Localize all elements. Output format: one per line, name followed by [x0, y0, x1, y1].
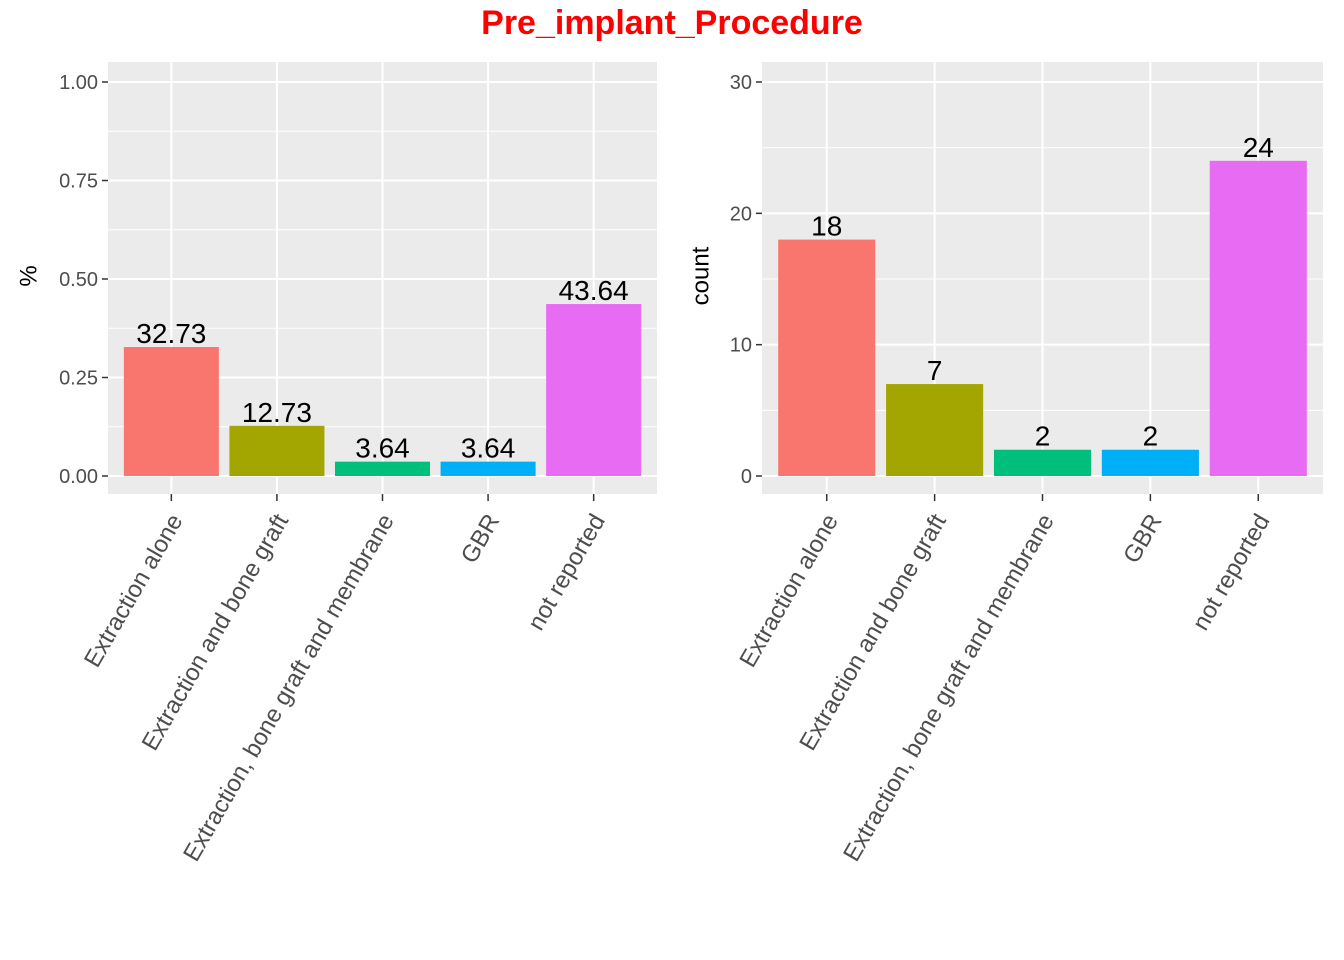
- x-tick-label-extraction-alone: Extraction alone: [734, 510, 843, 673]
- y-tick-label: 10: [730, 335, 752, 357]
- y-tick-label: 1.00: [59, 72, 98, 94]
- percent-panel: 0.00 0.25 0.50 0.75 1.00 32.73 12.73 3.64 3.64 43…: [15, 62, 657, 866]
- data-label-extraction-alone: 18: [811, 211, 842, 242]
- chart-title: Pre_implant_Procedure: [481, 4, 863, 42]
- bar-extraction-and-bone-graft: [229, 425, 325, 476]
- y-tick-label: 0.75: [59, 171, 98, 193]
- data-label-extraction-bone-graft-and-membrane: 3.64: [355, 433, 410, 464]
- y-tick-label: 0.25: [59, 368, 98, 390]
- x-tick-label-extraction-bone-graft-and-membrane: Extraction, bone graft and membrane: [178, 510, 399, 867]
- bar-gbr: [440, 461, 536, 476]
- y-axis-title: count: [687, 246, 714, 305]
- y-tick-label: 0.50: [59, 269, 98, 291]
- y-tick-label: 20: [730, 203, 752, 225]
- bar-not-reported: [546, 304, 642, 476]
- y-tick-label: 0.00: [59, 466, 98, 488]
- bar-extraction-bone-graft-and-membrane: [993, 449, 1092, 476]
- x-tick-label-gbr: GBR: [456, 509, 505, 568]
- data-label-extraction-bone-graft-and-membrane: 2: [1035, 421, 1051, 452]
- data-label-gbr: 2: [1143, 421, 1159, 452]
- bar-extraction-bone-graft-and-membrane: [334, 461, 431, 476]
- data-label-not-reported: 24: [1243, 132, 1274, 163]
- data-label-extraction-and-bone-graft: 7: [927, 355, 943, 386]
- y-tick-label: 0: [741, 466, 752, 488]
- x-tick-label-gbr: GBR: [1118, 510, 1167, 569]
- y-tick-label: 30: [730, 72, 752, 94]
- x-tick-label-extraction-bone-graft-and-membrane: Extraction, bone graft and membrane: [838, 510, 1059, 867]
- count-panel: 0 10 20 30 18 7 2 2 24 Extraction aloneExtraction…: [687, 62, 1323, 866]
- data-label-extraction-alone: 32.73: [136, 318, 206, 349]
- bar-gbr: [1101, 449, 1199, 476]
- y-axis-title: %: [15, 265, 42, 286]
- bar-extraction-alone: [123, 347, 219, 476]
- bar-extraction-alone: [778, 239, 876, 476]
- data-label-extraction-and-bone-graft: 12.73: [242, 397, 312, 428]
- x-tick-label-not-reported: not reported: [1187, 510, 1275, 636]
- data-label-not-reported: 43.64: [559, 275, 629, 306]
- x-tick-label-extraction-alone: Extraction alone: [79, 510, 188, 673]
- bar-extraction-and-bone-graft: [886, 384, 984, 476]
- data-label-gbr: 3.64: [461, 433, 516, 464]
- x-tick-label-not-reported: not reported: [523, 510, 611, 636]
- bar-not-reported: [1209, 160, 1307, 477]
